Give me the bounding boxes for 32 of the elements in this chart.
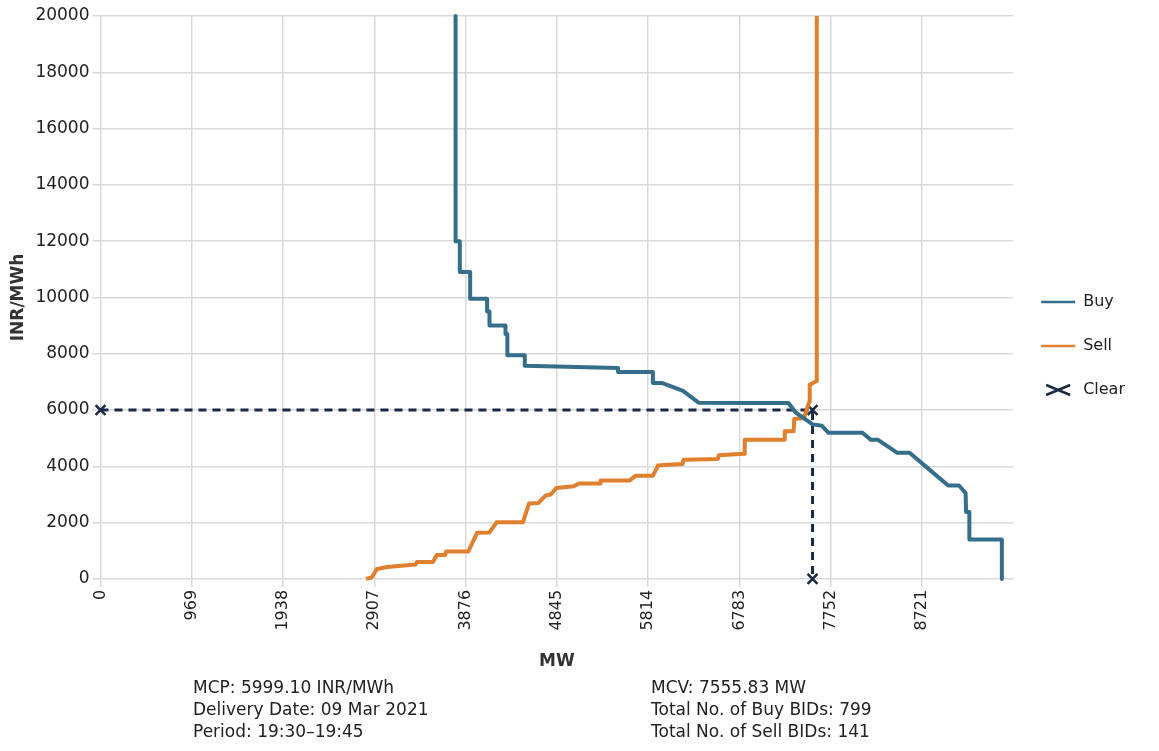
x-tick-label: 3876 — [454, 589, 474, 631]
y-tick-label: 4000 — [46, 454, 90, 475]
x-tick-label: 1938 — [272, 589, 292, 631]
x-tick-label: 7752 — [819, 589, 839, 631]
x-tick-label: 2907 — [363, 589, 383, 631]
y-tick-label: 20000 — [35, 4, 90, 25]
y-tick-label: 18000 — [35, 60, 90, 81]
x-tick-label: 6783 — [728, 589, 748, 631]
y-tick-label: 10000 — [35, 285, 90, 306]
y-tick-label: 12000 — [35, 229, 90, 250]
text: Delivery Date: 09 Mar 2021 — [193, 698, 429, 720]
y-tick-label: 16000 — [35, 117, 90, 137]
text: Period: 19:30–19:45 — [193, 720, 365, 742]
x-tick-label: 4845 — [545, 589, 565, 631]
x-tick-label: 969 — [180, 589, 200, 621]
text: Total No. of Buy BIDs: 799 — [651, 698, 872, 720]
text: MCV: 7555.83 MW — [651, 676, 808, 698]
legend-label: Clear — [1083, 379, 1126, 399]
y-tick-label: 6000 — [46, 398, 90, 419]
legend-label: Buy — [1083, 291, 1114, 311]
x-axis-title: MW — [538, 650, 575, 671]
y-axis-title: INR/MWh — [6, 253, 27, 342]
x-tick-label: 8721 — [911, 589, 931, 631]
x-tick-label: 0 — [89, 589, 109, 601]
y-tick-label: 0 — [78, 567, 90, 588]
y-tick-label: 8000 — [46, 342, 90, 363]
y-tick-label: 14000 — [35, 173, 90, 194]
legend-label: Sell — [1083, 335, 1113, 355]
text: MCP: 5999.10 INR/MWh — [193, 676, 396, 698]
y-tick-label: 2000 — [46, 511, 90, 532]
text: Total No. of Sell BIDs: 141 — [651, 720, 871, 742]
x-tick-label: 5814 — [637, 589, 657, 631]
